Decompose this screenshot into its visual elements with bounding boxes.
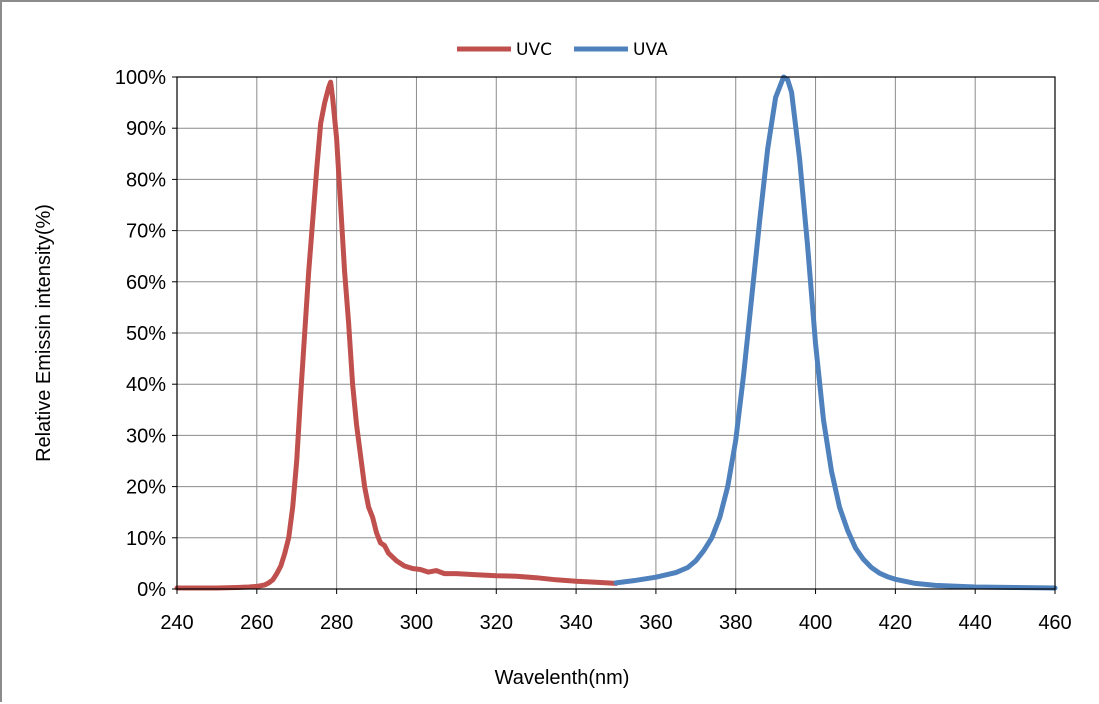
legend-label-uvc: UVC xyxy=(516,40,552,60)
y-tick-label: 20% xyxy=(126,477,166,499)
y-axis-ticks: 0% 10% 20% 30% 40% 50% 60% 70% 80% 90% 100% xyxy=(115,67,177,601)
x-tick-label: 400 xyxy=(799,612,832,634)
y-tick-label: 10% xyxy=(126,528,166,550)
y-tick-label: 60% xyxy=(126,272,166,294)
legend-label-uva: UVA xyxy=(633,40,668,60)
x-tick-label: 320 xyxy=(480,612,513,634)
x-tick-label: 460 xyxy=(1038,612,1071,634)
x-tick-label: 420 xyxy=(879,612,912,634)
y-tick-label: 0% xyxy=(137,579,166,601)
y-axis-title: Relative Emissin intensity(%) xyxy=(33,204,55,462)
y-tick-label: 50% xyxy=(126,323,166,345)
x-axis-title: Wavelenth(nm) xyxy=(495,667,630,689)
x-tick-label: 280 xyxy=(320,612,353,634)
y-tick-label: 70% xyxy=(126,221,166,243)
y-tick-label: 30% xyxy=(126,425,166,447)
x-tick-label: 240 xyxy=(160,612,193,634)
x-tick-label: 260 xyxy=(240,612,273,634)
y-tick-label: 80% xyxy=(126,169,166,191)
x-tick-label: 360 xyxy=(639,612,672,634)
series-line-uva xyxy=(613,74,1058,591)
x-tick-label: 380 xyxy=(719,612,752,634)
x-tick-label: 440 xyxy=(958,612,991,634)
series-line-uvc xyxy=(174,79,619,591)
y-tick-label: 100% xyxy=(115,67,166,89)
x-axis-ticks: 240 260 280 300 320 340 360 380 400 420 440 460 xyxy=(160,589,1072,634)
y-tick-label: 40% xyxy=(126,374,166,396)
legend: UVC UVA xyxy=(457,40,668,60)
series-lines xyxy=(174,74,1058,591)
y-tick-label: 90% xyxy=(126,118,166,140)
x-tick-label: 340 xyxy=(559,612,592,634)
x-tick-label: 300 xyxy=(400,612,433,634)
